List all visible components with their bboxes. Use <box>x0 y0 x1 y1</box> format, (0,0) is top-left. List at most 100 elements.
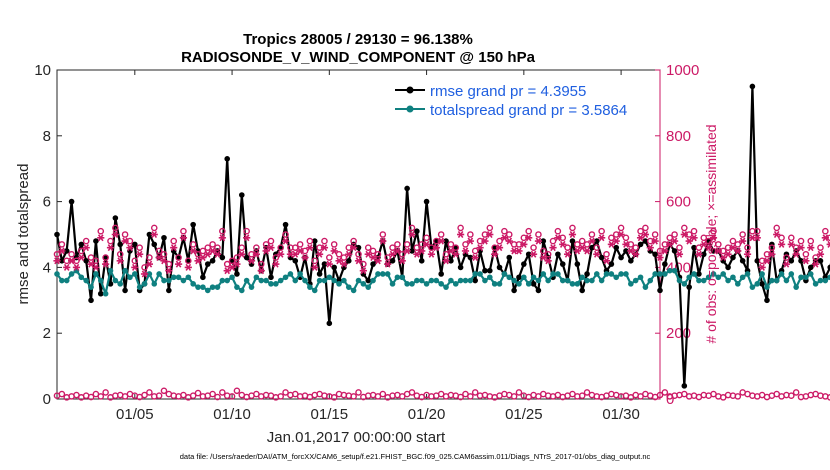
obs-assimilated-point <box>783 260 790 268</box>
data-point <box>516 281 522 287</box>
data-point <box>807 264 814 271</box>
obs-possible-point <box>729 237 737 245</box>
obs-assimilated-point <box>161 257 167 265</box>
data-point <box>603 271 610 277</box>
obs-possible-point <box>92 257 100 265</box>
data-point <box>452 244 459 251</box>
data-point <box>710 271 717 277</box>
obs-assimilated-point <box>564 250 571 258</box>
data-point <box>598 277 605 284</box>
obs-assimilated-point <box>54 257 60 265</box>
data-point <box>243 254 250 261</box>
obs-assimilated-point <box>88 260 94 268</box>
data-point <box>54 271 60 277</box>
data-point <box>462 277 469 284</box>
obs-possible-point <box>690 227 698 235</box>
data-point <box>681 383 688 389</box>
data-point <box>136 284 143 290</box>
obs-possible-point <box>131 257 139 265</box>
obs-assimilated-point <box>730 244 736 252</box>
obs-assimilated-point <box>428 250 435 258</box>
obs-assimilated-point <box>399 257 406 265</box>
obs-assimilated-point <box>613 237 620 245</box>
obs-assimilated-point <box>676 250 683 258</box>
obs-assimilated-point <box>384 260 391 268</box>
obs-assimilated-point <box>637 234 644 242</box>
data-point <box>545 277 551 284</box>
data-point <box>555 251 561 258</box>
data-point <box>311 287 318 294</box>
data-point <box>671 267 678 274</box>
data-point <box>360 281 367 287</box>
data-point <box>574 281 581 287</box>
data-point <box>166 277 172 284</box>
data-point <box>326 274 333 281</box>
obs-assimilated-point <box>530 250 537 258</box>
data-point <box>414 228 420 235</box>
obs-assimilated-point <box>467 237 474 245</box>
data-point <box>584 271 590 277</box>
obs-assimilated-point <box>827 240 830 246</box>
x-axis-label: Jan.01,2017 00:00:00 start <box>267 429 446 446</box>
obs-assimilated-point <box>545 257 551 265</box>
obs-assimilated-point <box>647 244 654 252</box>
data-point <box>161 234 167 241</box>
legend-spread-marker <box>406 105 414 113</box>
obs-possible-point <box>676 244 683 251</box>
obs-possible-point <box>170 237 178 245</box>
legend: rmse grand pr = 4.3955 totalspread grand… <box>392 78 656 122</box>
obs-possible-point <box>155 392 163 400</box>
data-point <box>311 238 318 244</box>
obs-possible-point <box>233 387 241 395</box>
series-layer <box>53 83 830 401</box>
obs-possible-point <box>102 254 109 261</box>
obs-assimilated-point <box>345 250 352 258</box>
y-left-tick-label: 10 <box>34 62 51 79</box>
obs-assimilated-point <box>525 234 532 242</box>
data-point <box>200 274 206 281</box>
data-point <box>438 281 444 287</box>
obs-assimilated-point <box>404 247 410 255</box>
data-point <box>623 248 629 254</box>
data-point <box>773 277 780 284</box>
data-point <box>78 241 85 248</box>
data-point <box>472 277 479 284</box>
data-point <box>822 277 829 284</box>
obs-assimilated-point <box>141 270 148 278</box>
obs-assimilated-point <box>589 237 595 245</box>
data-point <box>389 258 396 264</box>
obs-possible-point <box>671 231 678 238</box>
series-3 <box>53 230 830 278</box>
obs-possible-point <box>603 250 610 258</box>
obs-possible-point <box>734 393 742 400</box>
data-point <box>380 271 386 277</box>
obs-possible-point <box>486 224 494 232</box>
obs-possible-point <box>797 237 805 245</box>
obs-assimilated-point <box>710 234 717 242</box>
obs-assimilated-point <box>632 250 639 258</box>
data-point <box>394 274 401 281</box>
legend-rmse-marker <box>406 86 414 94</box>
obs-assimilated-point <box>555 234 561 242</box>
data-point <box>292 277 299 284</box>
data-point <box>282 221 289 228</box>
data-point <box>83 277 89 284</box>
obs-possible-point <box>146 389 153 396</box>
data-point <box>798 258 804 264</box>
data-point <box>122 287 128 294</box>
obs-assimilated-point <box>136 250 143 258</box>
data-point <box>749 284 756 290</box>
data-point <box>584 277 590 284</box>
obs-possible-point <box>282 389 289 396</box>
obs-assimilated-point <box>224 267 231 275</box>
data-point <box>238 192 245 198</box>
data-point <box>97 290 104 297</box>
obs-possible-point <box>462 241 469 248</box>
obs-possible-point <box>87 254 95 261</box>
obs-possible-point <box>379 390 387 398</box>
obs-assimilated-point <box>253 250 260 258</box>
data-point <box>730 274 736 281</box>
data-point <box>798 274 804 281</box>
data-point <box>88 297 94 304</box>
data-point <box>749 83 756 90</box>
